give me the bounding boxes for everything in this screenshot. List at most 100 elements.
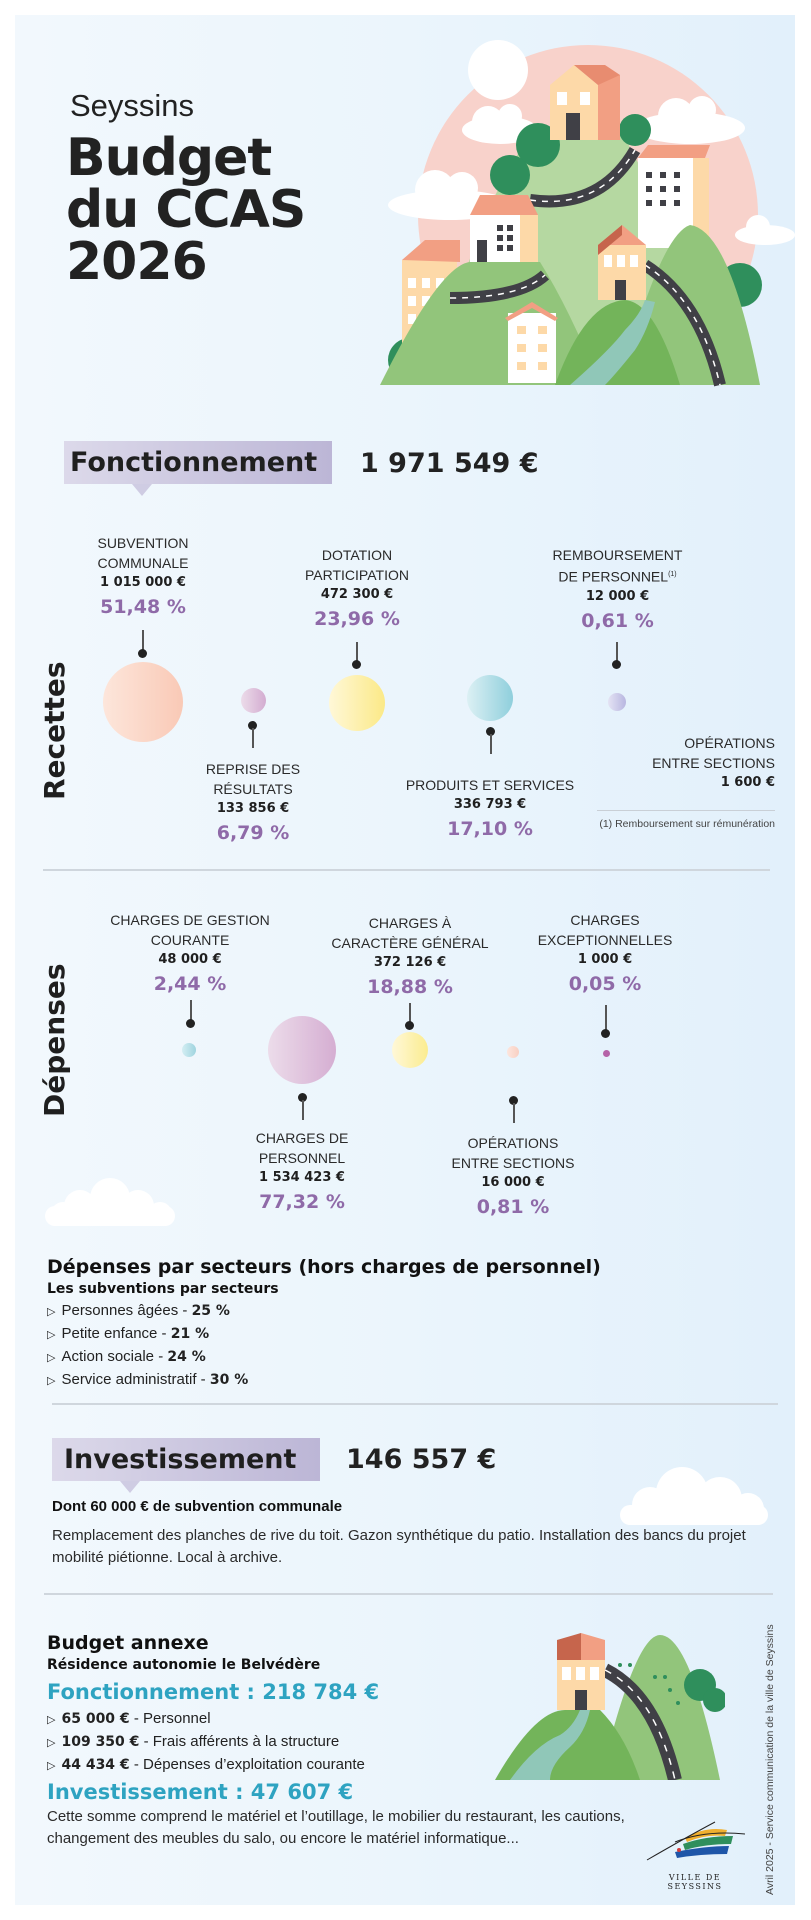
triangle-bullet-icon: ▷ [47, 1352, 56, 1364]
footnote-divider [597, 810, 775, 811]
sector-name: Personnes âgées [61, 1302, 179, 1319]
item-label: PRODUITS ET SERVICES [405, 777, 575, 793]
leader-dot [405, 1021, 414, 1030]
recette-reprise-resultats: REPRISE DES RÉSULTATS 133 856 € 6,79 % [193, 759, 313, 847]
depense-operations-entre-sections: OPÉRATIONS ENTRE SECTIONS 16 000 € 0,81 … [433, 1133, 593, 1221]
leader-dot [352, 660, 361, 669]
depense-charges-caractere-general: CHARGES À CARACTÈRE GÉNÉRAL 372 126 € 18… [325, 913, 495, 1001]
item-label: ENTRE SECTIONS [451, 1155, 575, 1171]
item-label: OPÉRATIONS [467, 1135, 559, 1151]
leader-dot [186, 1019, 195, 1028]
bubble-charges-personnel [268, 1016, 336, 1084]
item-label: PERSONNEL [258, 1150, 346, 1166]
item-percent: 0,05 % [568, 973, 642, 995]
leader-dot [509, 1096, 518, 1105]
section-divider [43, 869, 770, 871]
item-percent: 17,10 % [447, 818, 533, 840]
logo-text: VILLE DE SEYSSINS [667, 1873, 723, 1891]
leader-line [490, 734, 492, 754]
triangle-bullet-icon: ▷ [47, 1760, 56, 1772]
bubble-produits-services [467, 675, 513, 721]
item-label: EXCEPTIONNELLES [537, 932, 673, 948]
item-label: CHARGES [570, 912, 640, 928]
item-amount: 1 600 € [720, 775, 775, 790]
leader-dot [138, 649, 147, 658]
item-percent: 18,88 % [367, 976, 453, 998]
annexe-investissement-text: Cette somme comprend le matériel et l’ou… [47, 1808, 625, 1847]
leader-dot [248, 721, 257, 730]
item-label: COMMUNALE [97, 555, 189, 571]
leader-dot [601, 1029, 610, 1038]
recette-operations-entre-sections: OPÉRATIONS ENTRE SECTIONS 1 600 € [620, 733, 775, 793]
sun-icon [468, 40, 528, 100]
item-amount: 44 434 € [61, 1757, 130, 1773]
list-item: ▷ 65 000 € - Personnel [47, 1710, 211, 1727]
recette-subvention-communale: SUBVENTION COMMUNALE 1 015 000 € 51,48 % [73, 533, 213, 621]
annexe-investissement-heading: Investissement : 47 607 € [47, 1780, 354, 1804]
item-amount: 109 350 € [61, 1734, 140, 1750]
depense-charges-personnel: CHARGES DE PERSONNEL 1 534 423 € 77,32 % [232, 1128, 372, 1216]
item-amount: 48 000 € [158, 952, 222, 967]
sector-name: Service administratif [61, 1371, 197, 1388]
speech-tail [120, 1481, 140, 1493]
fonctionnement-label: Fonctionnement [70, 447, 318, 478]
depense-charges-gestion-courante: CHARGES DE GESTION COURANTE 48 000 € 2,4… [105, 910, 275, 998]
item-amount: 336 793 € [453, 797, 527, 812]
leader-dot [298, 1093, 307, 1102]
item-label: SUBVENTION [97, 535, 189, 551]
triangle-bullet-icon: ▷ [47, 1329, 56, 1341]
sector-value: 24 % [167, 1349, 206, 1365]
recette-dotation-participation: DOTATION PARTICIPATION 472 300 € 23,96 % [287, 545, 427, 633]
leader-line [356, 642, 358, 662]
annexe-fonctionnement-list: ▷ 65 000 € - Personnel ▷ 109 350 € - Frais… [47, 1708, 365, 1777]
item-amount: 1 000 € [577, 952, 633, 967]
triangle-bullet-icon: ▷ [47, 1375, 56, 1387]
item-percent: 77,32 % [259, 1191, 345, 1213]
title-line-3: 2026 [66, 232, 208, 292]
sector-value: 21 % [170, 1326, 210, 1342]
item-label: RÉSULTATS [213, 781, 293, 797]
item-label: REMBOURSEMENT [552, 547, 683, 563]
item-percent: 0,81 % [476, 1196, 550, 1218]
sector-value: 25 % [191, 1303, 230, 1319]
bubble-remboursement-personnel [608, 693, 626, 711]
depense-charges-exceptionnelles: CHARGES EXCEPTIONNELLES 1 000 € 0,05 % [525, 910, 685, 998]
item-label: Dépenses d’exploitation courante [143, 1756, 365, 1773]
leader-line [513, 1103, 515, 1123]
item-percent: 0,61 % [581, 609, 654, 632]
investissement-label: Investissement [64, 1444, 297, 1475]
secteurs-subtitle: Les subventions par secteurs [47, 1281, 279, 1297]
title-line-1: Budget [66, 128, 272, 188]
title-line-2: du CCAS [66, 180, 306, 240]
item-label: DE PERSONNEL(1) [540, 565, 695, 587]
item-amount: 472 300 € [320, 587, 394, 602]
leader-line [142, 630, 144, 652]
triangle-bullet-icon: ▷ [47, 1714, 56, 1726]
item-percent: 2,44 % [153, 973, 227, 995]
triangle-bullet-icon: ▷ [47, 1306, 56, 1318]
leader-dot [486, 727, 495, 736]
item-amount: 16 000 € [481, 1175, 545, 1190]
item-label: CARACTÈRE GÉNÉRAL [331, 935, 489, 951]
residence-hill-illustration [495, 1633, 725, 1780]
depenses-side-label: Dépenses [38, 963, 71, 1117]
city-name: Seyssins [70, 88, 195, 123]
item-amount: 372 126 € [373, 955, 447, 970]
list-item: ▷ 44 434 € - Dépenses d’exploitation cour… [47, 1756, 365, 1773]
recette-produits-services: PRODUITS ET SERVICES 336 793 € 17,10 % [400, 775, 580, 843]
bubble-dotation-participation [329, 675, 385, 731]
footnote-marker: (1) [668, 571, 677, 578]
investissement-total: 146 557 € [346, 1444, 497, 1475]
bubble-charges-gestion-courante [182, 1043, 196, 1057]
item-label: Frais afférents à la structure [152, 1733, 340, 1750]
list-item: ▷ 109 350 € - Frais afférents à la struct… [47, 1733, 340, 1750]
sector-name: Petite enfance [61, 1325, 158, 1342]
item-label: OPÉRATIONS [684, 735, 775, 751]
list-item: ▷ Personnes âgées - 25 % [47, 1302, 230, 1319]
leader-line [252, 728, 254, 748]
ville-de-seyssins-logo [646, 1821, 745, 1861]
item-amount: 133 856 € [216, 801, 290, 816]
item-label: DOTATION [321, 547, 393, 563]
item-percent: 23,96 % [314, 608, 400, 630]
leader-line [616, 642, 618, 662]
